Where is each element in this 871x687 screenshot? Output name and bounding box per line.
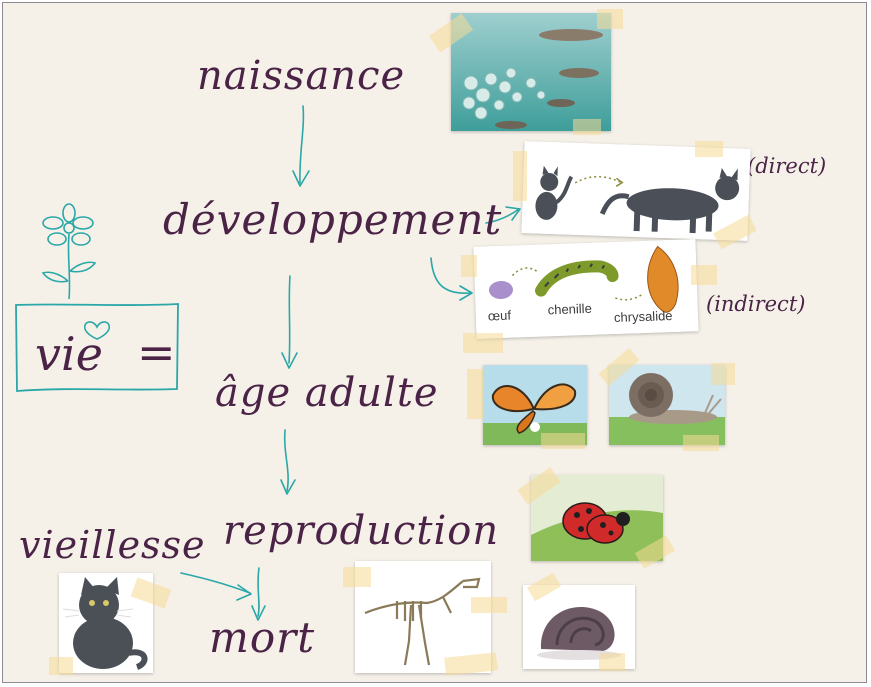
tape-23 [599, 653, 625, 671]
note-indirect: (indirect) [706, 292, 806, 316]
label-chrysalis: chrysalide [613, 308, 673, 326]
arrowhead-3 [280, 479, 296, 495]
stage-arrows [180, 105, 521, 621]
tape-18 [49, 657, 73, 675]
tape-19 [343, 567, 371, 587]
vie-sign: vie = [13, 301, 181, 393]
vie-equals: = [137, 325, 176, 379]
direct-development-image [521, 141, 751, 241]
tape-3 [573, 119, 601, 135]
arrow-vieillesse-mort [180, 572, 251, 594]
arrowhead-7 [459, 285, 473, 301]
arrowhead-1 [292, 170, 310, 187]
stage-developpement: développement [163, 195, 503, 244]
arrowhead-4 [251, 605, 266, 621]
ladybugs-image [531, 475, 663, 561]
arrow-direct [485, 208, 520, 224]
arrow-reproduction-mort [257, 567, 260, 617]
vie-word: vie [35, 327, 103, 381]
tape-10 [467, 369, 483, 419]
indirect-development-image: œuf chenille chrysalide [473, 239, 699, 339]
arrowhead-6 [505, 206, 521, 221]
egg-shape [488, 280, 513, 299]
stage-reproduction: reproduction [223, 508, 500, 554]
arrow-indirect [430, 257, 472, 294]
arrow-adulte-reproduction [283, 429, 289, 492]
stage-age-adulte: âge adulte [215, 370, 439, 416]
note-direct: (direct) [747, 154, 827, 178]
label-caterpillar: chenille [547, 300, 593, 318]
tape-5 [695, 141, 723, 157]
tape-2 [597, 9, 623, 29]
tape-11 [541, 433, 585, 449]
tape-13 [711, 363, 735, 385]
butterfly-image [483, 365, 587, 445]
caterpillar-shape [535, 260, 619, 297]
tape-4 [513, 151, 527, 201]
frog-eggs-tadpoles-image [451, 13, 611, 131]
tape-8 [691, 265, 717, 285]
stage-mort: mort [209, 613, 316, 662]
label-egg: œuf [487, 307, 512, 324]
chrysalis-shape [647, 245, 679, 313]
heart-icon [83, 321, 111, 340]
tape-9 [463, 333, 503, 353]
tape-7 [461, 255, 477, 277]
arrowhead-2 [281, 352, 298, 369]
tape-21 [471, 597, 507, 613]
stage-vieillesse: vieillesse [19, 523, 206, 567]
arrow-developpement-adulte [288, 275, 291, 364]
flower-icon [41, 203, 97, 300]
arrowhead-5 [236, 584, 252, 601]
tape-14 [683, 435, 719, 451]
arrow-naissance-developpement [299, 105, 305, 184]
vie-sign-frame [15, 303, 179, 392]
snail-image [609, 365, 725, 445]
stage-naissance: naissance [197, 53, 406, 99]
